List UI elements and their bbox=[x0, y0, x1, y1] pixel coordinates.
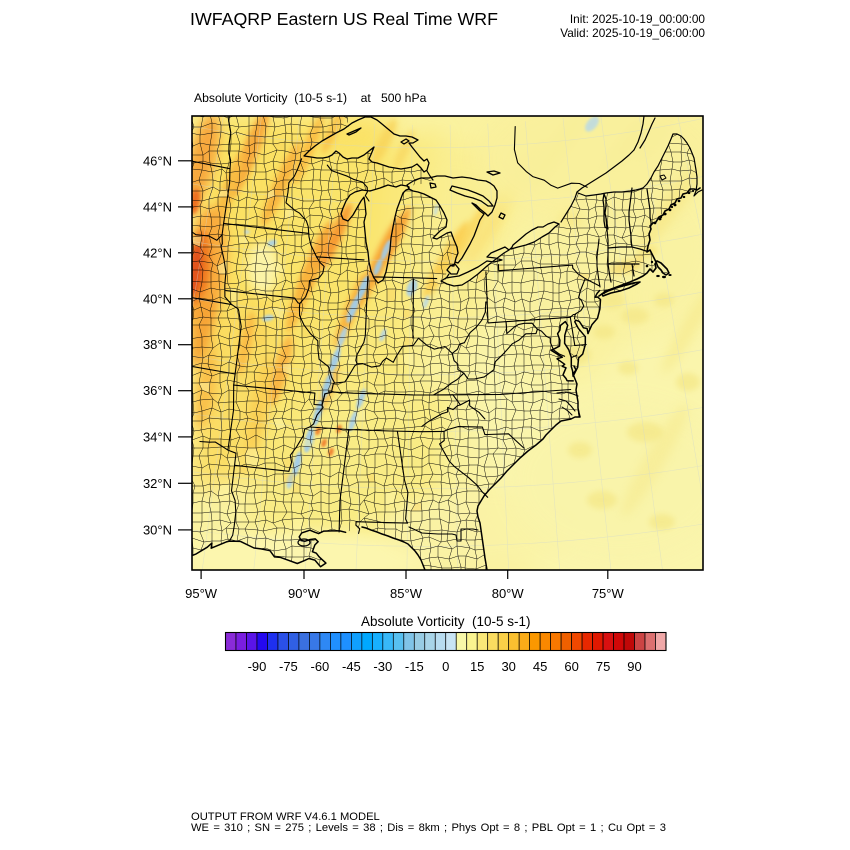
svg-text:-45: -45 bbox=[342, 659, 361, 674]
svg-text:30: 30 bbox=[501, 659, 515, 674]
svg-text:0: 0 bbox=[442, 659, 449, 674]
svg-text:-90: -90 bbox=[248, 659, 267, 674]
svg-text:36°N: 36°N bbox=[143, 383, 172, 398]
svg-text:15: 15 bbox=[470, 659, 484, 674]
svg-text:46°N: 46°N bbox=[143, 153, 172, 168]
svg-text:45: 45 bbox=[533, 659, 547, 674]
svg-text:85°W: 85°W bbox=[390, 586, 423, 601]
svg-text:44°N: 44°N bbox=[143, 199, 172, 214]
svg-text:75°W: 75°W bbox=[592, 586, 625, 601]
svg-text:Absolute Vorticity (10-5 s-1): Absolute Vorticity (10-5 s-1) bbox=[361, 614, 531, 629]
svg-text:34°N: 34°N bbox=[143, 429, 172, 444]
svg-text:-75: -75 bbox=[279, 659, 298, 674]
svg-text:32°N: 32°N bbox=[143, 476, 172, 491]
svg-text:-30: -30 bbox=[373, 659, 392, 674]
svg-text:42°N: 42°N bbox=[143, 245, 172, 260]
svg-text:90: 90 bbox=[627, 659, 641, 674]
svg-text:30°N: 30°N bbox=[143, 522, 172, 537]
svg-text:95°W: 95°W bbox=[185, 586, 218, 601]
svg-text:60: 60 bbox=[564, 659, 578, 674]
svg-text:-15: -15 bbox=[405, 659, 424, 674]
svg-text:40°N: 40°N bbox=[143, 291, 172, 306]
svg-text:-60: -60 bbox=[311, 659, 330, 674]
svg-text:75: 75 bbox=[596, 659, 610, 674]
svg-text:90°W: 90°W bbox=[288, 586, 321, 601]
svg-text:38°N: 38°N bbox=[143, 337, 172, 352]
svg-text:80°W: 80°W bbox=[492, 586, 525, 601]
